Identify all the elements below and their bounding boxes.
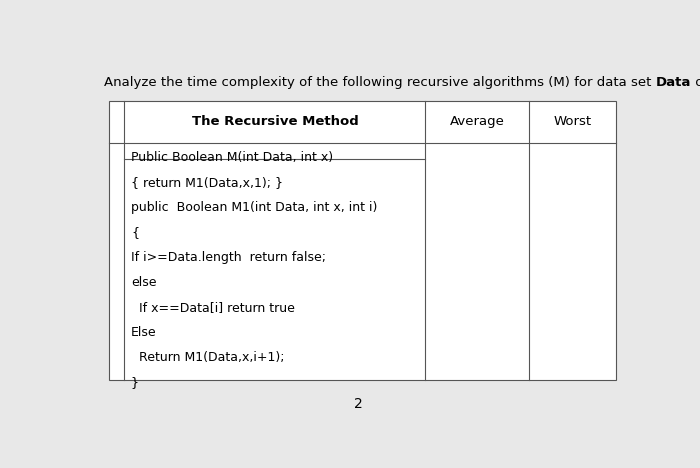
Text: of size N: of size N (691, 76, 700, 89)
Text: Analyze the time complexity of the following recursive algorithms (M) for data s: Analyze the time complexity of the follo… (104, 76, 655, 89)
Text: Else: Else (131, 326, 157, 339)
Bar (109, 101, 617, 380)
Text: If i>=Data.length  return false;: If i>=Data.length return false; (131, 251, 326, 263)
Text: The Recursive Method: The Recursive Method (192, 116, 358, 128)
Text: Data: Data (655, 76, 691, 89)
Text: 2: 2 (354, 397, 363, 411)
Text: { return M1(Data,x,1); }: { return M1(Data,x,1); } (131, 176, 283, 189)
Text: {: { (131, 226, 139, 239)
Text: else: else (131, 276, 156, 289)
Text: If x==Data[i] return true: If x==Data[i] return true (131, 301, 295, 314)
Text: Return M1(Data,x,i+1);: Return M1(Data,x,i+1); (131, 351, 284, 364)
Text: Public Boolean M(int Data, int x): Public Boolean M(int Data, int x) (131, 151, 333, 164)
Text: }: } (131, 376, 139, 389)
Text: public  Boolean M1(int Data, int x, int i): public Boolean M1(int Data, int x, int i… (131, 201, 377, 213)
Text: Average: Average (449, 116, 505, 128)
Text: Worst: Worst (554, 116, 592, 128)
